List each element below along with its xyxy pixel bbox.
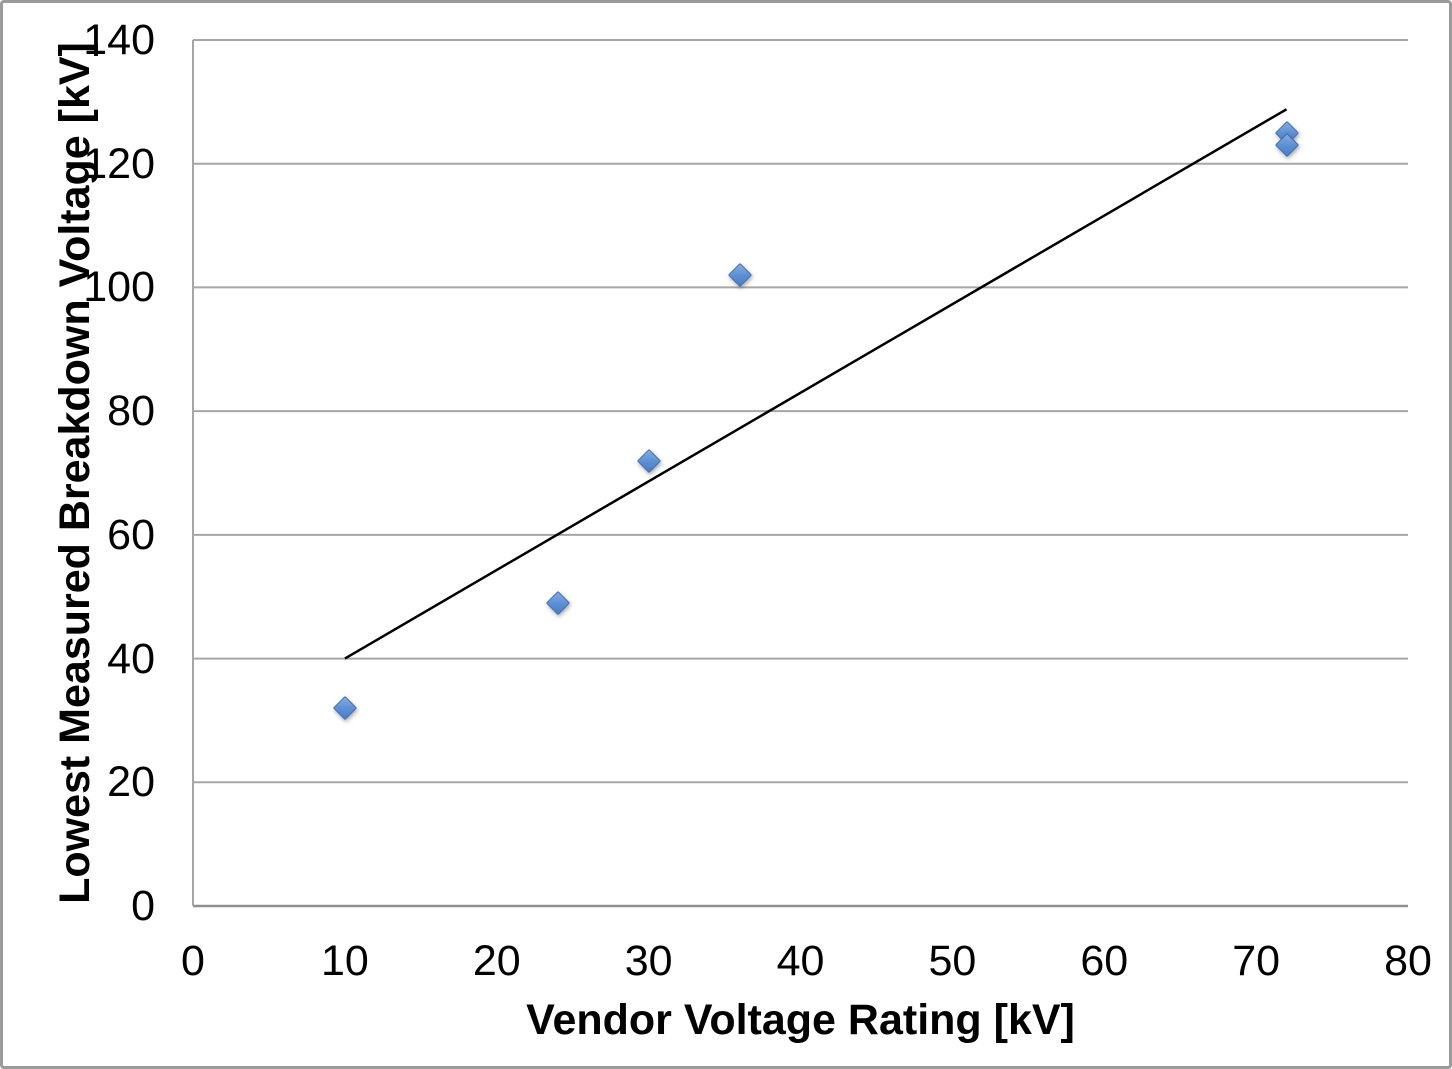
data-point-marker [636,448,661,473]
x-tick-label: 40 [776,937,825,985]
y-tick-label: 60 [107,510,155,559]
y-tick-label: 100 [83,263,155,312]
y-tick-label: 140 [83,16,155,64]
data-point-marker [727,263,752,288]
diamond-icon [545,590,570,615]
x-tick-label: 10 [320,937,369,985]
y-tick-label: 40 [107,634,155,683]
diamond-icon [332,696,357,721]
x-tick-label: 50 [928,937,977,985]
diamond-icon [636,448,661,473]
x-tick-label: 30 [624,937,673,985]
x-tick-label: 20 [472,937,521,985]
diamond-icon [1274,133,1299,158]
trendline [344,108,1288,660]
y-axis-title: Lowest Measured Breakdown Voltage [kV] [51,42,99,904]
y-tick-label: 80 [107,387,155,436]
data-point-marker [1274,133,1299,158]
x-tick-label: 80 [1384,937,1432,985]
plot-area [192,39,1408,908]
y-tick-label: 120 [83,139,155,188]
x-axis-title: Vendor Voltage Rating [kV] [526,996,1075,1044]
y-tick-label: 0 [131,882,155,930]
x-tick-label: 60 [1080,937,1129,985]
y-tick-label: 20 [107,758,155,807]
diamond-icon [727,263,752,288]
x-tick-label: 70 [1232,937,1281,985]
data-point-marker [545,590,570,615]
x-tick-label: 0 [181,937,205,985]
data-point-marker [332,696,357,721]
